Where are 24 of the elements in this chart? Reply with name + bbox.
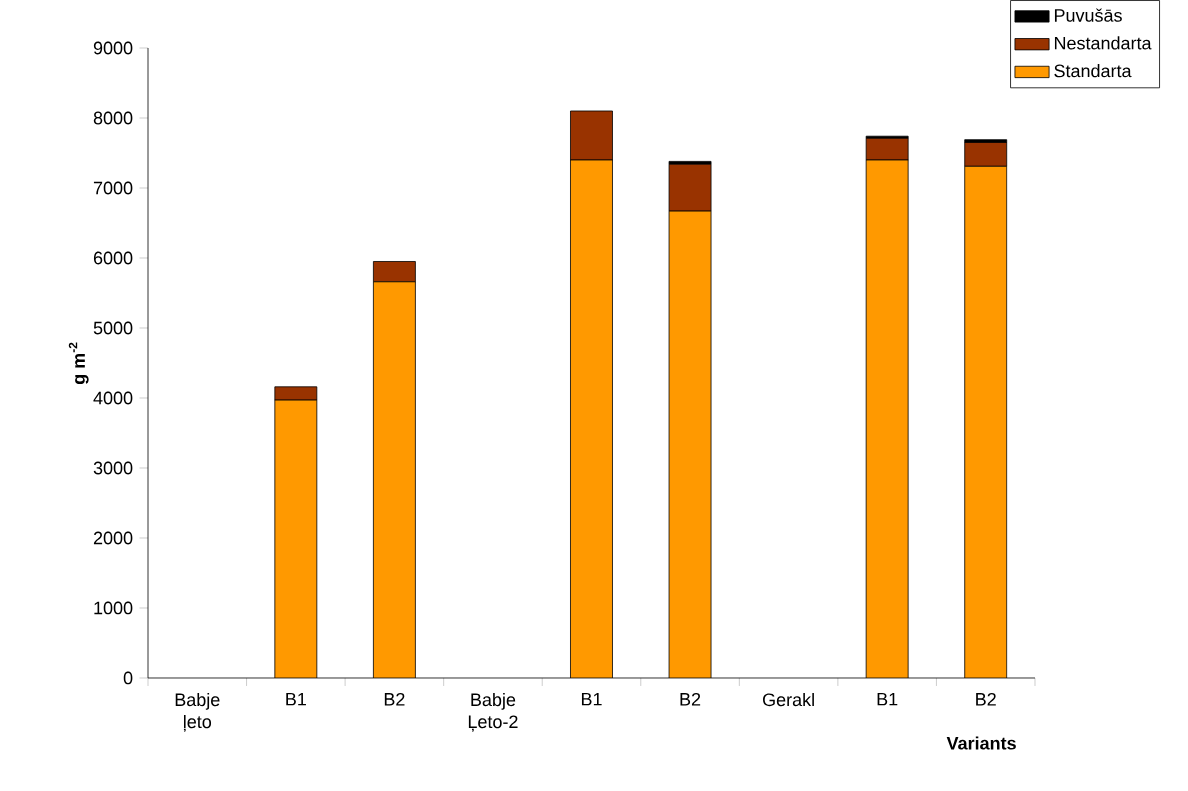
x-tick-label: B1: [286, 692, 306, 706]
x-tick-label: Babje Ļeto-2: [468, 692, 518, 732]
legend-label: Nestandarta: [1054, 36, 1152, 50]
x-tick-label: B1: [877, 692, 898, 706]
y-tick-label: 4000: [93, 391, 133, 405]
y-tick-label: 9000: [93, 41, 133, 55]
x-tick-label: Babje ļeto: [175, 692, 220, 732]
x-tick-label: Gerakl: [763, 692, 814, 707]
x-tick-label: B2: [680, 692, 701, 706]
y-tick-label: 5000: [93, 321, 133, 335]
x-axis-title: Variants: [946, 736, 1016, 750]
y-tick-label: 2000: [93, 531, 133, 545]
y-tick-label: 0: [123, 671, 133, 685]
y-tick-label: 3000: [93, 461, 133, 475]
text: g m$^{-2}$: [68, 342, 89, 385]
y-tick-label: 7000: [93, 181, 133, 195]
legend-label: Standarta: [1054, 64, 1132, 78]
y-tick-label: 6000: [93, 251, 133, 265]
x-tick-label: B1: [581, 692, 602, 706]
x-tick-label: B2: [384, 692, 405, 706]
y-tick-label: 8000: [93, 111, 133, 125]
x-tick-label: B2: [976, 692, 996, 706]
legend-label: Puvušās: [1054, 8, 1122, 22]
y-tick-label: 1000: [94, 601, 133, 615]
